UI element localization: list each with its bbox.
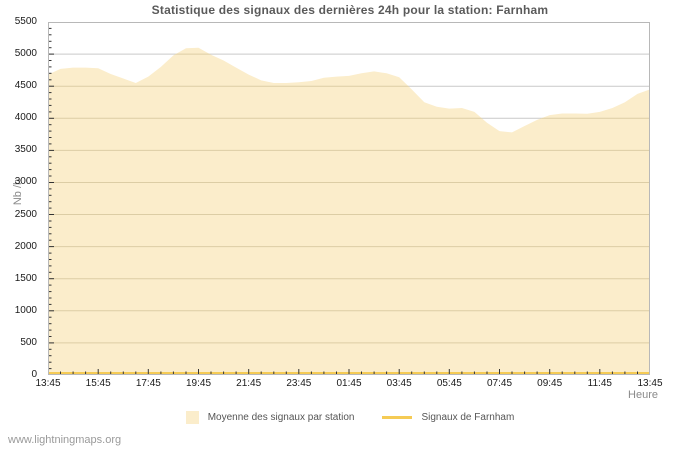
- x-tick-label: 13:45: [637, 378, 663, 389]
- x-tick-label: 05:45: [436, 378, 462, 389]
- x-tick-label: 17:45: [135, 378, 161, 389]
- y-tick-label: 0: [31, 369, 37, 380]
- y-tick-label: 2500: [14, 208, 37, 220]
- x-tick-label: 13:45: [35, 378, 61, 389]
- x-axis-title: Heure: [628, 389, 658, 401]
- x-tick-label: 23:45: [286, 378, 312, 389]
- y-tick-label: 3500: [14, 144, 37, 156]
- y-tick-label: 3000: [14, 176, 37, 188]
- y-tick-label: 4000: [14, 112, 37, 124]
- y-tick-label: 5500: [14, 16, 37, 27]
- x-tick-label: 01:45: [336, 378, 362, 389]
- chart-title: Statistique des signaux des dernières 24…: [151, 3, 549, 17]
- y-tick-label: 2000: [14, 240, 37, 252]
- x-tick-label: 09:45: [537, 378, 563, 389]
- y-tick-label: 4500: [14, 80, 37, 92]
- legend-area-label: Moyenne des signaux par station: [207, 411, 355, 423]
- y-tick-label: 500: [20, 336, 37, 348]
- x-tick-label: 19:45: [185, 378, 212, 389]
- legend: Moyenne des signaux par station Signaux …: [0, 408, 700, 426]
- y-tick-label: 1000: [14, 304, 37, 316]
- x-tick-label: 11:45: [587, 378, 612, 389]
- series-area-moyenne: [48, 47, 650, 375]
- x-tick-label: 07:45: [486, 378, 513, 389]
- y-tick-label: 5000: [14, 48, 37, 60]
- x-tick-label: 15:45: [85, 378, 111, 389]
- legend-line-label: Signaux de Farnham: [421, 411, 515, 423]
- plot-svg: [48, 22, 650, 375]
- plot-area: [48, 22, 650, 375]
- x-tick-label: 03:45: [386, 378, 412, 389]
- watermark-link[interactable]: www.lightningmaps.org: [8, 434, 122, 446]
- x-tick-label: 21:45: [236, 378, 262, 389]
- legend-area-swatch: [185, 410, 199, 424]
- y-tick-label: 1500: [14, 272, 37, 284]
- legend-line-swatch: [382, 415, 413, 419]
